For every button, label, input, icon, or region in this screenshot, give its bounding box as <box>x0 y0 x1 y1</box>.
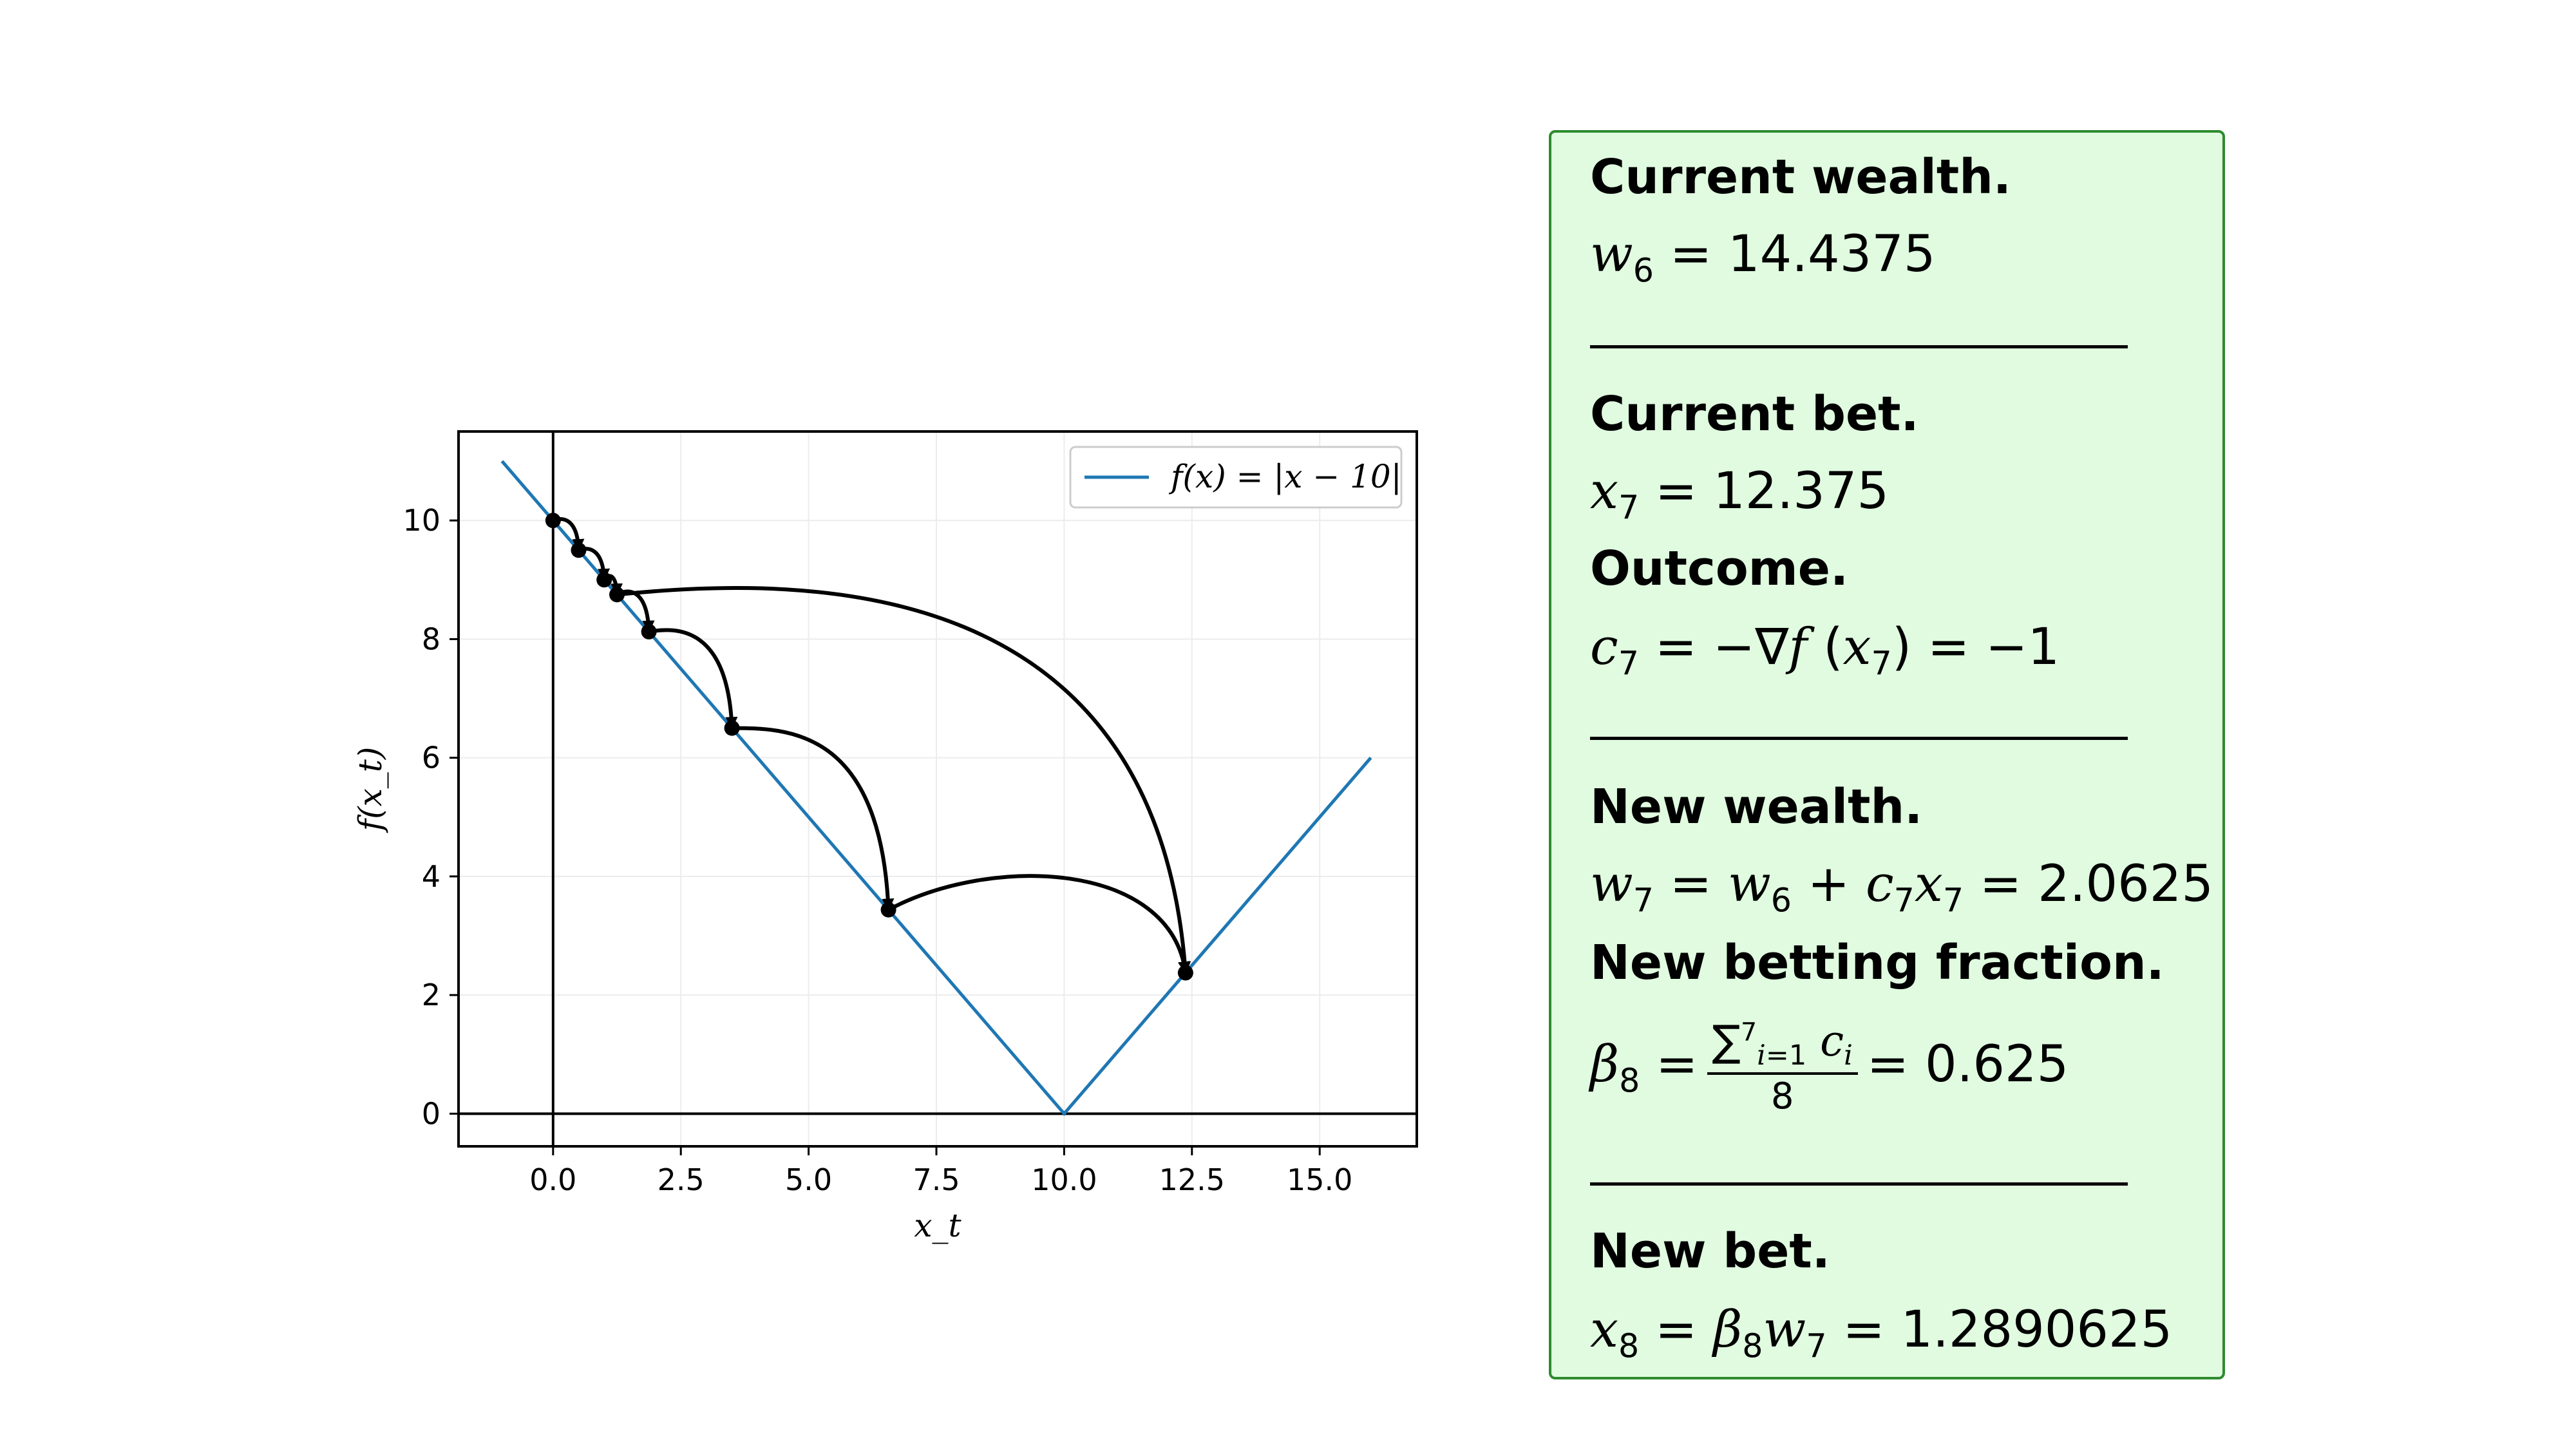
new-bet-heading: New bet. <box>1590 1224 1830 1279</box>
fraction: ∑7i=1 ci 8 <box>1707 1019 1858 1115</box>
new-wealth-heading: New wealth. <box>1590 779 1923 835</box>
y-tick-label: 10 <box>402 503 440 538</box>
separator-1 <box>1590 345 2128 348</box>
iterate-arrow <box>649 628 738 730</box>
iterate-point <box>880 902 896 918</box>
new-wealth-equation: w7 = w6 + c7x7 = 2.0625 <box>1590 855 2213 920</box>
current-bet-heading: Current bet. <box>1590 386 1919 442</box>
iterate-arrow <box>887 874 1191 974</box>
iterate-point <box>641 623 657 639</box>
iterate-point <box>571 542 587 558</box>
iterate-point <box>609 587 625 603</box>
x-tick-label: 7.5 <box>913 1162 960 1197</box>
chart: 0.0 2.5 5.0 7.5 10.0 12.5 15.0 0 2 4 6 8 10 x_t f(x_t)… <box>352 430 1418 1244</box>
x-tick-label: 0.0 <box>529 1162 576 1197</box>
iterate-point <box>724 720 740 736</box>
plot-frame <box>457 430 1418 1148</box>
current-wealth-equation: w6 = 14.4375 <box>1590 225 1936 290</box>
y-axis-label: f(x_t) <box>352 747 389 834</box>
iterate-arrow <box>616 586 1191 974</box>
x-tick-label: 15.0 <box>1287 1162 1352 1197</box>
new-bet-equation: x8 = β8w7 = 1.2890625 <box>1590 1301 2173 1365</box>
series-line <box>500 460 1372 1117</box>
separator-2 <box>1590 737 2128 740</box>
legend-label: f(x) = |x − 10| <box>1168 458 1402 495</box>
y-tick-label: 4 <box>422 859 440 894</box>
x-tick-label: 12.5 <box>1159 1162 1225 1197</box>
current-wealth-heading: Current wealth. <box>1590 149 2012 205</box>
x-tick-label: 5.0 <box>785 1162 832 1197</box>
outcome-heading: Outcome. <box>1590 541 1849 596</box>
x-axis-label: x_t <box>914 1207 961 1244</box>
iterate-point <box>545 513 561 529</box>
x-tick-label: 10.0 <box>1031 1162 1097 1197</box>
y-tick-label: 8 <box>422 621 440 656</box>
x-tick-label: 2.5 <box>658 1162 705 1197</box>
iterate-point <box>1177 965 1193 981</box>
legend-box <box>1069 446 1403 509</box>
y-tick-label: 0 <box>422 1096 440 1131</box>
info-panel: Current wealth. w6 = 14.4375 Current bet… <box>1549 130 2225 1379</box>
outcome-equation: c7 = −∇f (x7) = −1 <box>1590 618 2060 683</box>
y-tick-label: 6 <box>422 741 440 775</box>
current-bet-equation: x7 = 12.375 <box>1590 462 1889 527</box>
iterate-point <box>596 572 612 588</box>
iterate-arrow <box>732 726 895 911</box>
new-fraction-equation: β8 = ∑7i=1 ci 8 = 0.625 <box>1590 1016 2069 1118</box>
y-tick-label: 2 <box>422 978 440 1012</box>
new-fraction-heading: New betting fraction. <box>1590 935 2164 990</box>
separator-3 <box>1590 1182 2128 1186</box>
